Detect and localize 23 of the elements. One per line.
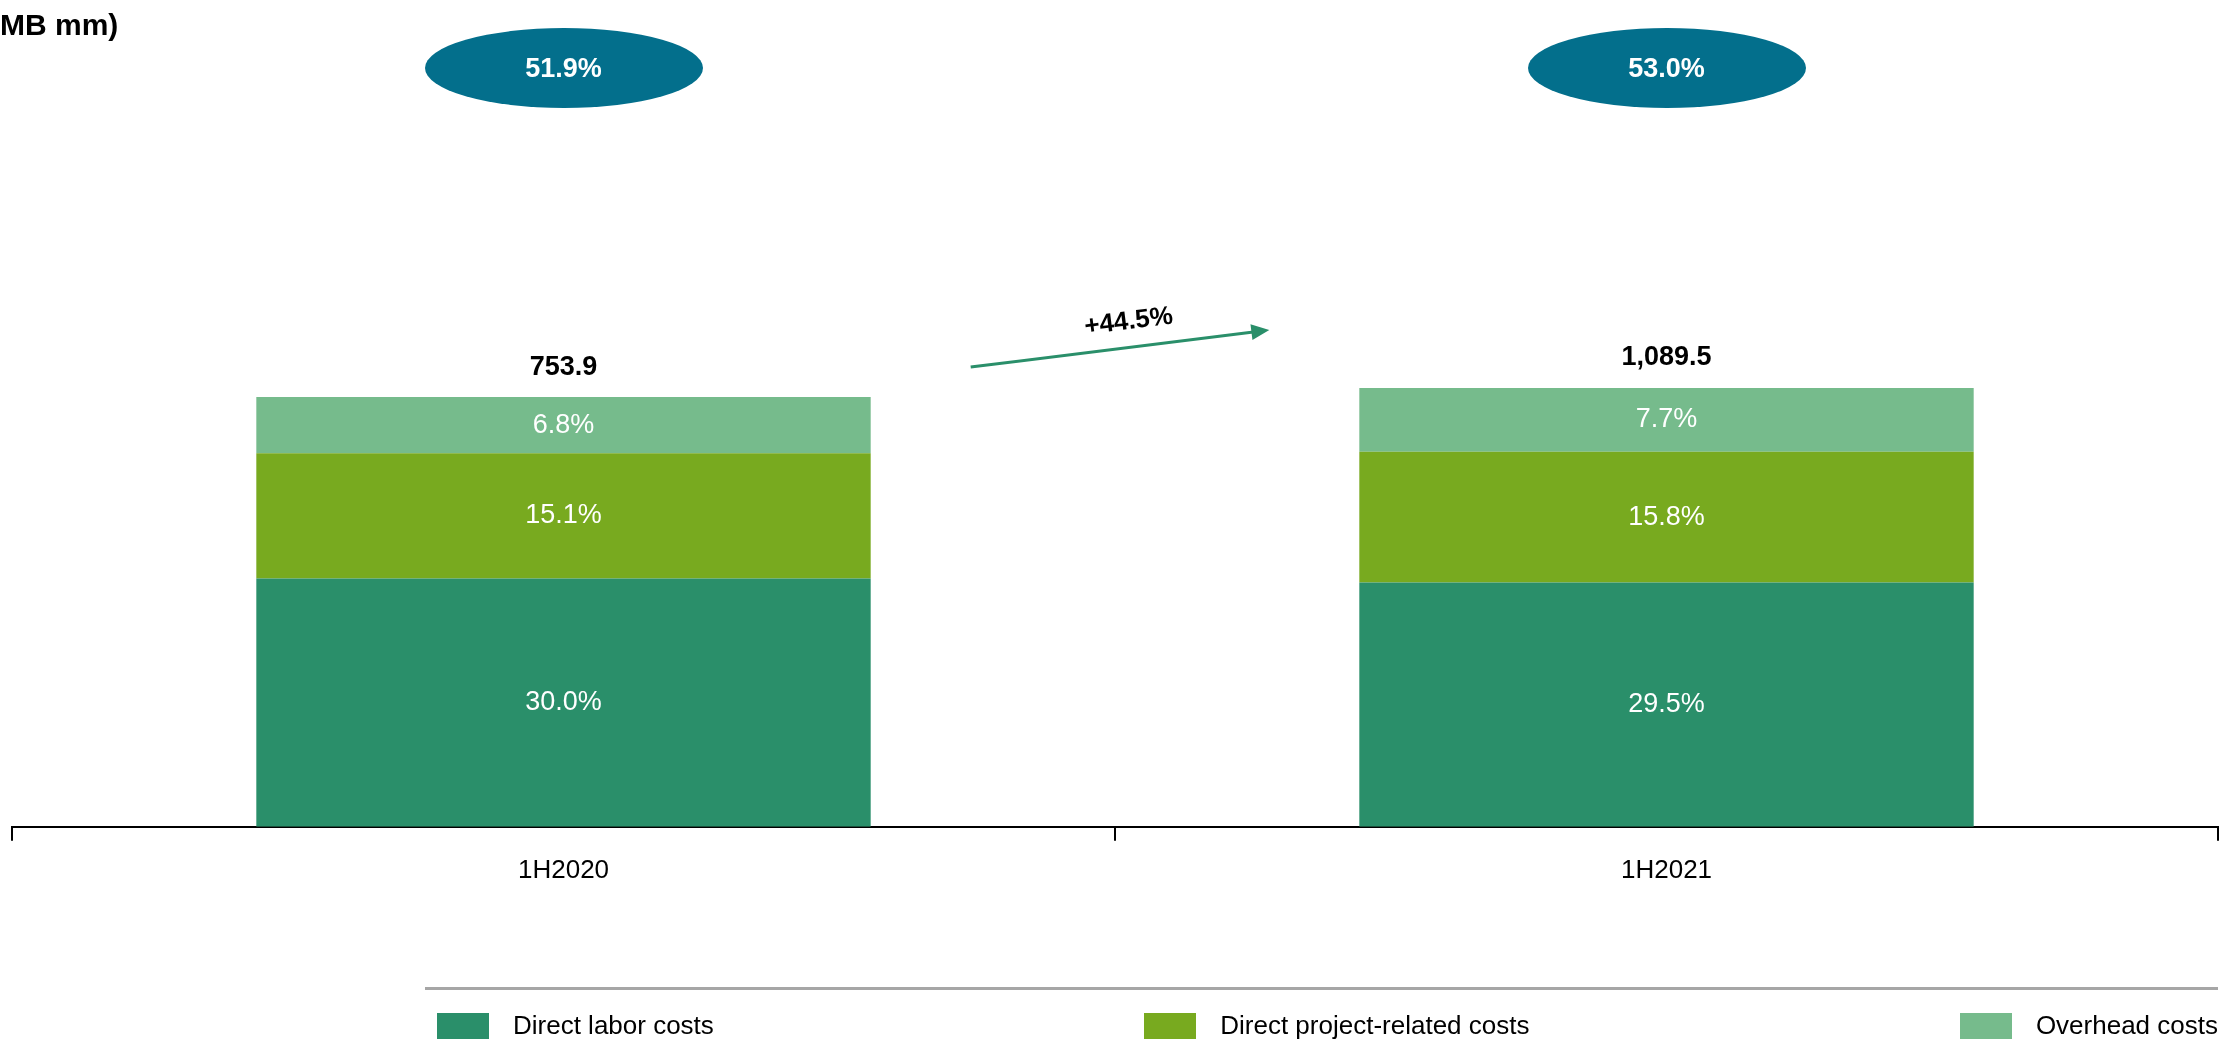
bar: [256, 453, 871, 579]
text: +44.5%: [1081, 299, 1174, 342]
oval-badge: 53.0%: [1527, 28, 1806, 108]
data-label: 15.8%: [1628, 500, 1705, 531]
text: 1,089.5: [1621, 341, 1712, 372]
oval-badge: 51.9%: [424, 28, 703, 108]
legend-label: Direct labor costs: [513, 1010, 714, 1041]
chart-title: MB mm): [0, 8, 119, 42]
x-tick-label: 1H2021: [1620, 853, 1713, 884]
legend-label: Overhead costs: [2035, 1010, 2218, 1041]
text: 753.9: [529, 350, 598, 381]
bar: [256, 578, 871, 827]
data-label: 29.5%: [1628, 688, 1705, 719]
data-label: 7.7%: [1635, 403, 1698, 434]
data-label: 15.1%: [525, 499, 602, 530]
bar: [1359, 387, 1974, 452]
data-label: 6.8%: [532, 408, 595, 439]
bar: [256, 397, 871, 454]
bar: [1359, 451, 1974, 583]
legend-label: Direct project-related costs: [1220, 1010, 1530, 1041]
data-label: 30.0%: [525, 686, 602, 717]
bar: [1359, 582, 1974, 827]
x-tick-label: 1H2020: [517, 853, 610, 884]
